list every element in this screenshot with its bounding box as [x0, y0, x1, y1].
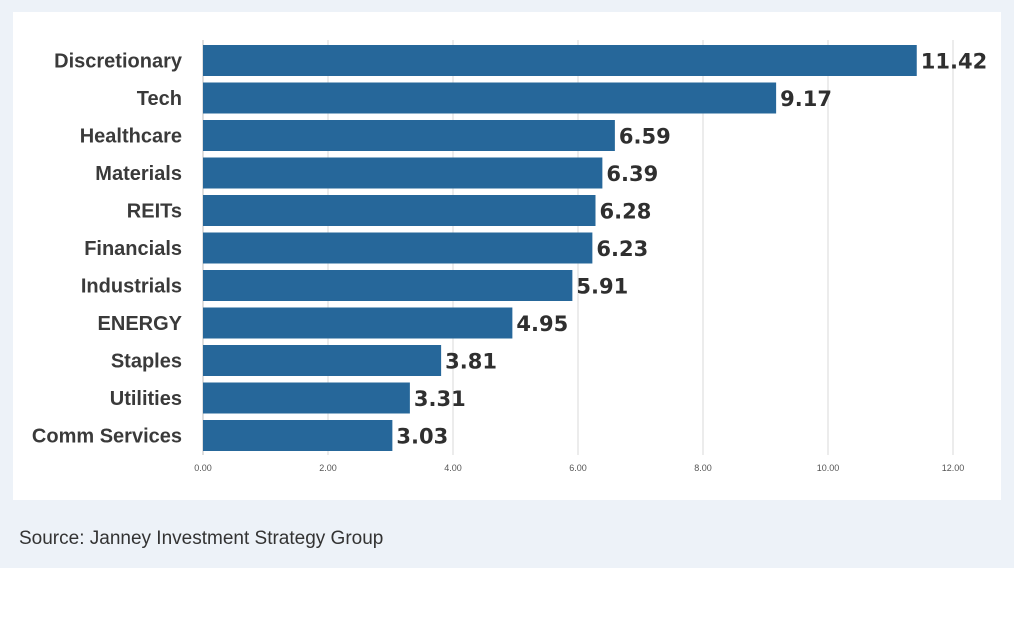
x-tick-label: 10.00: [817, 463, 840, 473]
category-label: ENERGY: [98, 313, 183, 335]
data-label: 5.91: [576, 275, 628, 299]
bar: [203, 195, 596, 226]
bar: [203, 307, 513, 339]
category-label: Tech: [137, 88, 182, 110]
data-label: 3.31: [414, 387, 466, 411]
data-label: 6.59: [619, 125, 671, 149]
bar: [203, 157, 603, 189]
x-tick-label: 0.00: [194, 463, 212, 473]
category-label: Materials: [95, 163, 182, 185]
x-tick-label: 4.00: [444, 463, 462, 473]
category-label: Utilities: [110, 388, 182, 410]
data-label: 11.42: [921, 50, 987, 74]
bar: [203, 270, 573, 301]
source-note: Source: Janney Investment Strategy Group: [19, 528, 384, 549]
data-label: 3.81: [445, 350, 497, 374]
chart-panel: 0.00 2.00 4.00 6.00 8.00 10.00 12.00 Discretion…: [0, 0, 1014, 568]
bar: [203, 120, 615, 151]
data-label: 4.95: [516, 312, 568, 336]
category-label: Healthcare: [80, 126, 182, 148]
bar: [203, 420, 393, 451]
category-label: Staples: [111, 351, 182, 373]
data-label: 3.03: [396, 425, 448, 449]
category-label: Financials: [84, 238, 182, 260]
category-label: Industrials: [81, 276, 182, 298]
bar: [203, 382, 410, 414]
data-label: 6.23: [596, 237, 648, 261]
bar: [203, 45, 917, 76]
category-label: REITs: [127, 201, 182, 223]
bar-chart: 0.00 2.00 4.00 6.00 8.00 10.00 12.00 Discretion…: [32, 40, 987, 473]
x-tick-label: 12.00: [942, 463, 965, 473]
x-tick-label: 2.00: [319, 463, 337, 473]
data-label: 6.39: [606, 162, 658, 186]
bar: [203, 232, 593, 264]
x-tick-label: 8.00: [694, 463, 712, 473]
bar: [203, 82, 777, 114]
x-tick-label: 6.00: [569, 463, 587, 473]
bar: [203, 345, 442, 376]
data-label: 9.17: [780, 87, 832, 111]
data-label: 6.28: [600, 200, 652, 224]
category-label: Comm Services: [32, 426, 182, 448]
category-label: Discretionary: [54, 51, 183, 73]
